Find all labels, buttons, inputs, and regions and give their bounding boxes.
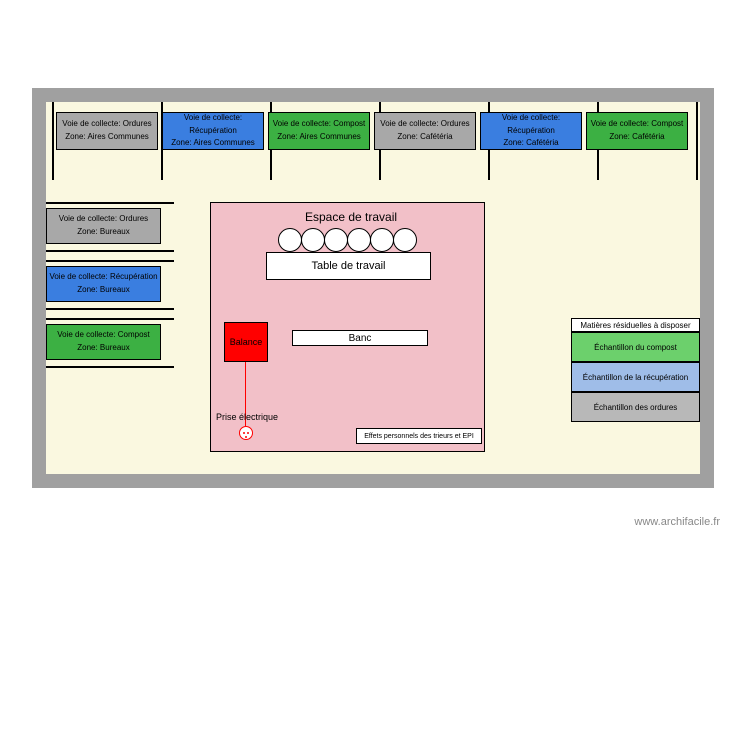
left-divider xyxy=(46,366,174,368)
bin-line2: Zone: Cafétéria xyxy=(587,131,687,144)
balance-box: Balance xyxy=(224,322,268,362)
bin-line2: Zone: Aires Communes xyxy=(57,131,157,144)
left-bin: Voie de collecte: CompostZone: Bureaux xyxy=(46,324,161,360)
left-divider xyxy=(46,202,174,204)
top-bin: Voie de collecte: CompostZone: Cafétéria xyxy=(586,112,688,150)
bin-line1: Voie de collecte: Ordures xyxy=(57,118,157,131)
bin-line2: Zone: Bureaux xyxy=(47,226,160,239)
bin-line2: Zone: Aires Communes xyxy=(269,131,369,144)
watermark: www.archifacile.fr xyxy=(634,516,720,528)
workspace-title: Espace de travail xyxy=(276,210,426,224)
circles-row xyxy=(278,228,416,252)
bin-line2: Zone: Bureaux xyxy=(47,342,160,355)
left-divider xyxy=(46,250,174,252)
top-bin: Voie de collecte: RécupérationZone: Aire… xyxy=(162,112,264,150)
left-bin: Voie de collecte: OrduresZone: Bureaux xyxy=(46,208,161,244)
bin-line1: Voie de collecte: Compost xyxy=(47,329,160,342)
bin-line2: Zone: Bureaux xyxy=(47,284,160,297)
outlet-icon xyxy=(239,426,253,440)
bin-line1: Voie de collecte: Ordures xyxy=(47,213,160,226)
top-bin: Voie de collecte: RécupérationZone: Café… xyxy=(480,112,582,150)
bin-line1: Voie de collecte: Récupération xyxy=(163,112,263,138)
work-table: Table de travail xyxy=(266,252,431,280)
top-divider xyxy=(52,102,54,180)
circle-marker xyxy=(301,228,325,252)
circle-marker xyxy=(347,228,371,252)
left-divider xyxy=(46,318,174,320)
sample-box: Échantillon de la récupération xyxy=(571,362,700,392)
bin-line2: Zone: Aires Communes xyxy=(163,137,263,150)
left-divider xyxy=(46,260,174,262)
bin-line1: Voie de collecte: Récupération xyxy=(481,112,581,138)
sample-box: Échantillon du compost xyxy=(571,332,700,362)
top-divider xyxy=(696,102,698,180)
bin-line2: Zone: Cafétéria xyxy=(481,137,581,150)
bin-line1: Voie de collecte: Récupération xyxy=(47,271,160,284)
left-bin: Voie de collecte: RécupérationZone: Bure… xyxy=(46,266,161,302)
bin-line1: Voie de collecte: Ordures xyxy=(375,118,475,131)
top-bin: Voie de collecte: OrduresZone: Cafétéria xyxy=(374,112,476,150)
top-bin: Voie de collecte: OrduresZone: Aires Com… xyxy=(56,112,158,150)
circle-marker xyxy=(324,228,348,252)
bin-line1: Voie de collecte: Compost xyxy=(587,118,687,131)
plan-inner: Voie de collecte: OrduresZone: Aires Com… xyxy=(46,102,700,474)
circle-marker xyxy=(393,228,417,252)
circle-marker xyxy=(278,228,302,252)
sample-box: Échantillon des ordures xyxy=(571,392,700,422)
circle-marker xyxy=(370,228,394,252)
bin-line1: Voie de collecte: Compost xyxy=(269,118,369,131)
outlet-label: Prise électrique xyxy=(216,412,278,422)
banc-box: Banc xyxy=(292,330,428,346)
samples-title: Matières résiduelles à disposer xyxy=(571,318,700,332)
epi-box: Effets personnels des trieurs et EPI xyxy=(356,428,482,444)
floor-plan: Voie de collecte: OrduresZone: Aires Com… xyxy=(32,88,714,488)
top-bin: Voie de collecte: CompostZone: Aires Com… xyxy=(268,112,370,150)
bin-line2: Zone: Cafétéria xyxy=(375,131,475,144)
left-divider xyxy=(46,308,174,310)
